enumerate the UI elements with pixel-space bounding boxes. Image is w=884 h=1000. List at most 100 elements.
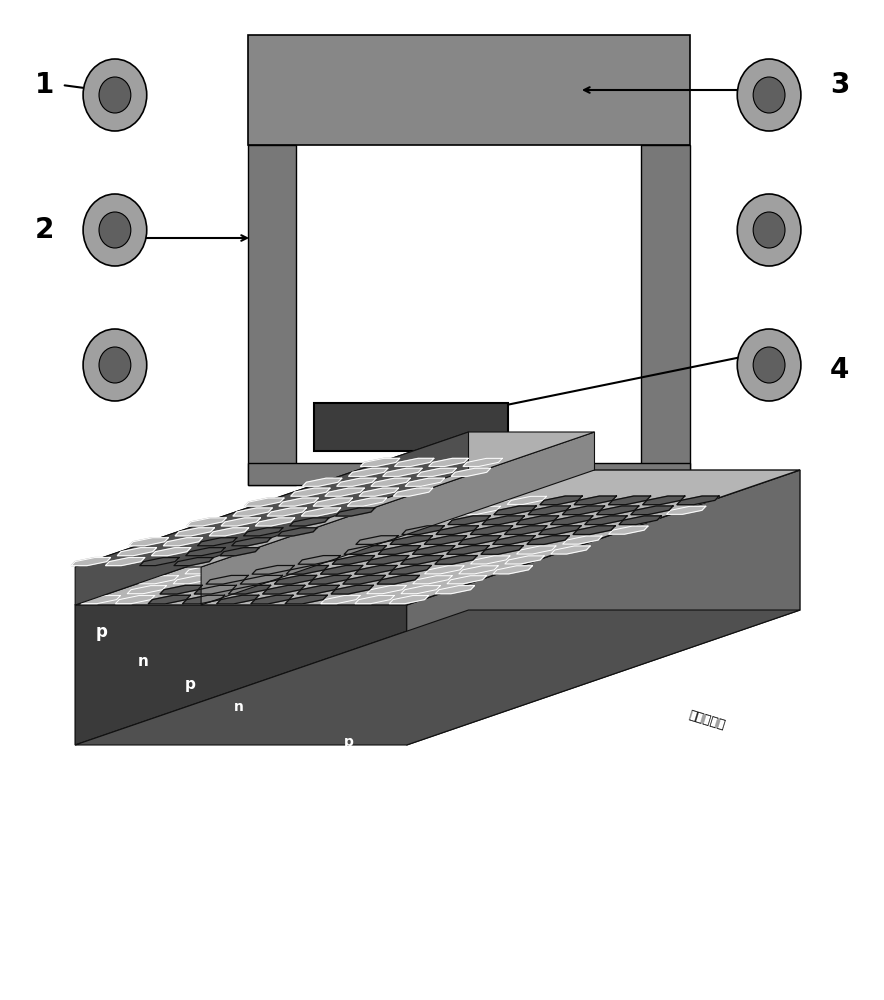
Polygon shape bbox=[473, 496, 512, 504]
Polygon shape bbox=[231, 556, 271, 564]
Polygon shape bbox=[402, 556, 441, 564]
Polygon shape bbox=[332, 585, 373, 594]
Polygon shape bbox=[194, 585, 236, 594]
Polygon shape bbox=[481, 546, 523, 554]
Polygon shape bbox=[643, 496, 685, 505]
Polygon shape bbox=[405, 478, 445, 486]
Polygon shape bbox=[407, 470, 800, 745]
Polygon shape bbox=[368, 556, 408, 564]
Polygon shape bbox=[301, 508, 340, 516]
Polygon shape bbox=[140, 558, 179, 566]
Polygon shape bbox=[336, 508, 375, 516]
Circle shape bbox=[737, 194, 801, 266]
Polygon shape bbox=[335, 526, 374, 534]
Polygon shape bbox=[426, 536, 465, 544]
Polygon shape bbox=[484, 516, 522, 524]
Polygon shape bbox=[279, 498, 318, 506]
Polygon shape bbox=[413, 546, 454, 554]
Polygon shape bbox=[277, 546, 316, 554]
Text: n: n bbox=[138, 654, 149, 670]
Polygon shape bbox=[185, 566, 225, 574]
Polygon shape bbox=[597, 506, 639, 515]
Polygon shape bbox=[371, 478, 410, 486]
Polygon shape bbox=[377, 575, 419, 584]
Circle shape bbox=[99, 77, 131, 113]
Polygon shape bbox=[230, 586, 269, 594]
Polygon shape bbox=[160, 585, 202, 594]
Polygon shape bbox=[245, 498, 284, 506]
Polygon shape bbox=[542, 496, 581, 504]
Circle shape bbox=[737, 329, 801, 401]
Polygon shape bbox=[551, 516, 593, 525]
Polygon shape bbox=[402, 526, 444, 534]
Bar bbox=[248, 35, 690, 145]
Polygon shape bbox=[221, 518, 261, 526]
Bar bbox=[248, 463, 690, 485]
Polygon shape bbox=[492, 536, 535, 544]
Polygon shape bbox=[164, 538, 202, 546]
Polygon shape bbox=[105, 558, 145, 566]
Polygon shape bbox=[118, 548, 156, 556]
Polygon shape bbox=[332, 556, 375, 564]
Polygon shape bbox=[403, 526, 443, 534]
Polygon shape bbox=[393, 488, 432, 496]
Polygon shape bbox=[451, 468, 491, 476]
Polygon shape bbox=[448, 546, 487, 554]
Polygon shape bbox=[667, 506, 705, 514]
Polygon shape bbox=[244, 528, 283, 536]
Polygon shape bbox=[378, 546, 421, 554]
Bar bbox=[248, 145, 296, 485]
Polygon shape bbox=[302, 478, 342, 486]
Text: 4: 4 bbox=[830, 356, 850, 384]
Polygon shape bbox=[540, 496, 583, 505]
Text: p: p bbox=[344, 735, 354, 749]
Polygon shape bbox=[356, 566, 395, 574]
Polygon shape bbox=[255, 536, 293, 544]
Polygon shape bbox=[575, 526, 613, 534]
Polygon shape bbox=[252, 596, 292, 604]
Polygon shape bbox=[278, 528, 317, 536]
Circle shape bbox=[99, 212, 131, 248]
Polygon shape bbox=[575, 496, 616, 505]
Polygon shape bbox=[298, 556, 340, 564]
Polygon shape bbox=[459, 536, 500, 544]
Polygon shape bbox=[359, 488, 399, 496]
Polygon shape bbox=[343, 575, 385, 584]
Circle shape bbox=[83, 59, 147, 131]
Polygon shape bbox=[585, 516, 627, 525]
Polygon shape bbox=[609, 526, 648, 534]
Polygon shape bbox=[228, 585, 271, 594]
Polygon shape bbox=[518, 516, 557, 524]
Polygon shape bbox=[347, 498, 386, 506]
Polygon shape bbox=[321, 596, 360, 604]
Polygon shape bbox=[187, 518, 226, 526]
Polygon shape bbox=[551, 546, 591, 554]
Polygon shape bbox=[470, 526, 513, 534]
Polygon shape bbox=[337, 478, 376, 486]
Polygon shape bbox=[446, 546, 489, 554]
Polygon shape bbox=[356, 536, 398, 544]
Polygon shape bbox=[162, 586, 201, 594]
Polygon shape bbox=[354, 566, 397, 574]
Polygon shape bbox=[427, 506, 466, 514]
Polygon shape bbox=[438, 496, 478, 504]
Polygon shape bbox=[240, 575, 282, 584]
Polygon shape bbox=[507, 496, 546, 504]
Polygon shape bbox=[678, 496, 718, 504]
Polygon shape bbox=[383, 468, 422, 476]
Polygon shape bbox=[385, 497, 499, 585]
Polygon shape bbox=[621, 516, 659, 524]
Polygon shape bbox=[505, 526, 546, 534]
Polygon shape bbox=[289, 536, 328, 544]
Polygon shape bbox=[370, 526, 408, 534]
Polygon shape bbox=[390, 536, 432, 544]
Polygon shape bbox=[344, 546, 386, 554]
Bar bbox=[314, 403, 508, 451]
Polygon shape bbox=[254, 566, 293, 574]
Polygon shape bbox=[173, 576, 212, 584]
Polygon shape bbox=[495, 506, 535, 514]
Polygon shape bbox=[149, 596, 189, 604]
Polygon shape bbox=[286, 595, 327, 604]
Polygon shape bbox=[276, 576, 316, 584]
Polygon shape bbox=[286, 566, 328, 574]
